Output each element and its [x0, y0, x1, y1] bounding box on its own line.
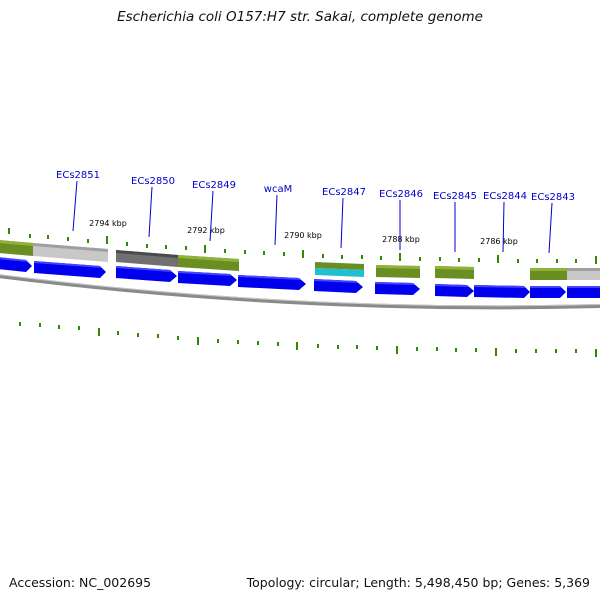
cds-arrow-8: [435, 284, 474, 297]
genome-stats-label: Topology: circular; Length: 5,498,450 bp…: [246, 575, 590, 590]
ruler-label: 2794 kbp: [89, 219, 127, 228]
gene-label: ECs2851: [56, 170, 100, 181]
cds-arrow-11: [567, 286, 600, 298]
gene-label: ECs2847: [322, 187, 366, 198]
upper-tick-row: [8, 228, 597, 264]
gene-label: ECs2846: [379, 189, 423, 200]
gene-label: wcaM: [264, 184, 292, 195]
map-title: Escherichia coli O157:H7 str. Sakai, com…: [117, 9, 483, 25]
ruler-label: 2786 kbp: [480, 237, 518, 246]
cds-arrow-9: [474, 285, 530, 298]
accession-label: Accession: NC_002695: [9, 575, 152, 590]
feature-track: [0, 240, 600, 280]
cds-arrow-10: [530, 286, 566, 298]
cds-arrow-7: [375, 282, 420, 295]
gene-labels: ECs2851 ECs2850 ECs2849 wcaM ECs2847 ECs…: [56, 170, 575, 203]
backbone-arc: [0, 274, 600, 310]
ruler-label: 2792 kbp: [187, 226, 225, 235]
gene-label: ECs2843: [531, 192, 575, 203]
ruler-label: 2788 kbp: [382, 235, 420, 244]
feature-block-5b: [315, 268, 364, 277]
gene-label: ECs2850: [131, 176, 175, 187]
gene-label: ECs2845: [433, 191, 477, 202]
ruler-labels: 2794 kbp 2792 kbp 2790 kbp 2788 kbp 2786…: [89, 219, 518, 246]
ruler-label: 2790 kbp: [284, 231, 322, 240]
cds-track: [0, 257, 600, 298]
feature-block-5: [315, 262, 364, 270]
gene-leader-lines: [72, 180, 553, 254]
gene-label: ECs2849: [192, 180, 236, 191]
gene-label: ECs2844: [483, 191, 527, 202]
lower-tick-row: [19, 322, 597, 357]
